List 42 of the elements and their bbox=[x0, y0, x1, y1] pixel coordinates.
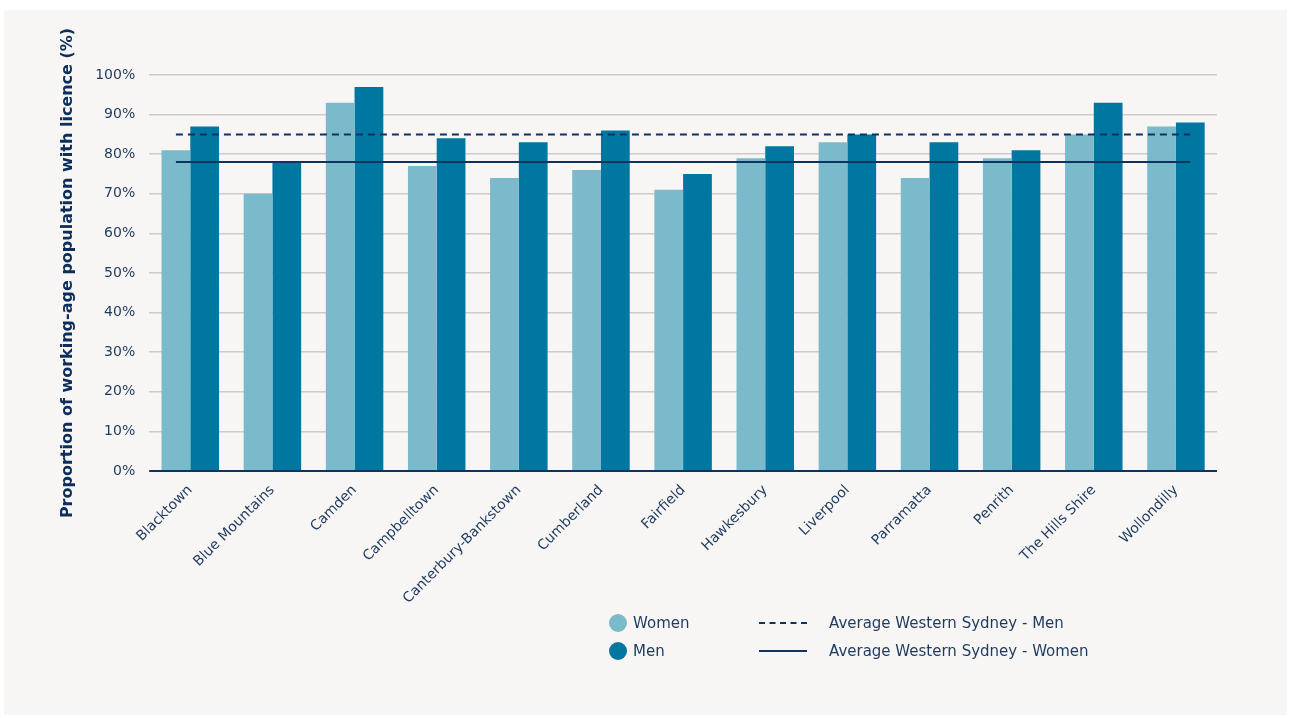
bar bbox=[654, 189, 684, 471]
bar bbox=[600, 130, 630, 471]
bar bbox=[161, 150, 191, 471]
y-tick-label: 70% bbox=[104, 184, 136, 201]
bar bbox=[1065, 134, 1094, 471]
bar bbox=[1147, 126, 1176, 471]
bar bbox=[1011, 150, 1041, 471]
y-tick-label: 40% bbox=[104, 303, 136, 320]
y-tick-label: 50% bbox=[104, 263, 136, 280]
y-tick-label: 90% bbox=[104, 105, 136, 122]
bar bbox=[929, 142, 959, 471]
y-tick-label: 0% bbox=[113, 461, 136, 478]
bar bbox=[982, 158, 1012, 471]
y-tick-label: 60% bbox=[104, 224, 136, 241]
bar bbox=[900, 177, 930, 471]
bar bbox=[272, 162, 302, 471]
y-tick-label: 30% bbox=[104, 342, 136, 359]
y-tick-label: 100% bbox=[95, 65, 136, 82]
bar bbox=[683, 173, 712, 471]
legend-label: Average Western Sydney - Women bbox=[828, 641, 1090, 661]
bar bbox=[765, 146, 794, 471]
bar bbox=[190, 126, 220, 471]
legend-label: Women bbox=[632, 613, 691, 633]
bar bbox=[490, 177, 519, 471]
legend-label: Men bbox=[632, 641, 666, 661]
bar bbox=[325, 102, 355, 471]
bar bbox=[818, 142, 848, 471]
bar bbox=[1175, 122, 1205, 471]
y-tick-label: 80% bbox=[104, 144, 136, 161]
bar bbox=[736, 158, 766, 471]
bar bbox=[572, 170, 601, 471]
legend-label: Average Western Sydney - Men bbox=[828, 613, 1065, 633]
bar bbox=[243, 193, 273, 471]
bar bbox=[847, 134, 877, 471]
bar bbox=[518, 142, 548, 471]
y-tick-label: 10% bbox=[104, 422, 136, 439]
bar bbox=[436, 138, 466, 471]
bar bbox=[1093, 102, 1123, 471]
bar bbox=[354, 86, 384, 471]
y-tick-label: 20% bbox=[104, 382, 136, 399]
bar bbox=[407, 166, 437, 471]
y-axis-title: Proportion of working-age population with licence (%) bbox=[56, 27, 76, 519]
